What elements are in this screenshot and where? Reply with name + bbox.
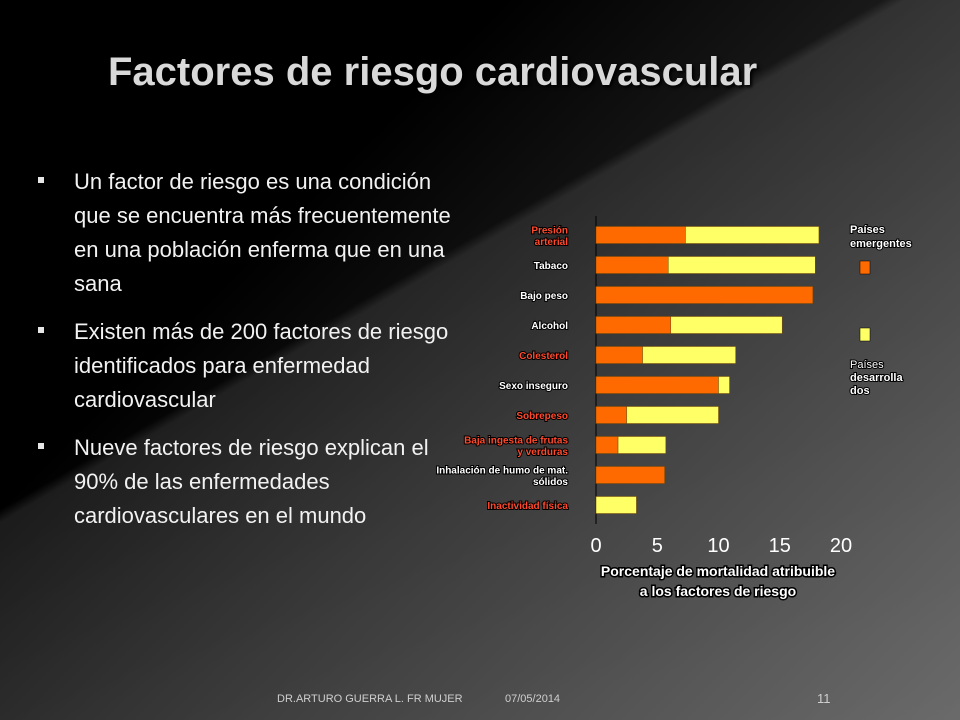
y-tick-label: Bajo peso [520, 291, 568, 302]
legend-swatch-emerging [859, 260, 871, 275]
bar-emerging [595, 316, 671, 334]
bar-emerging [595, 436, 619, 454]
y-tick-label: sólidos [533, 477, 568, 488]
legend-label: desarrolla [850, 372, 903, 384]
legend-label: dos [850, 385, 870, 397]
square-bullet-icon [38, 443, 44, 449]
y-tick-label: Inhalación de humo de mat. [436, 465, 568, 476]
y-tick-label: Sexo inseguro [499, 381, 568, 392]
slide-title: Factores de riesgo cardiovascular [108, 50, 758, 94]
bullet-text: Nueve factores de riesgo explican el 90%… [74, 435, 429, 528]
bar-emerging [595, 286, 814, 304]
bar-developed [626, 406, 719, 424]
y-tick-label: y verduras [517, 447, 568, 458]
legend-label: emergentes [850, 238, 912, 250]
bar-emerging [595, 406, 627, 424]
y-tick-label: Inactividad física [487, 501, 568, 512]
bullet-list: Un factor de riesgo es una condición que… [38, 165, 458, 547]
y-tick-label: Tabaco [534, 261, 568, 272]
bullet-text: Existen más de 200 factores de riesgo id… [74, 319, 449, 412]
x-tick-label: 10 [707, 535, 729, 557]
bar-emerging [595, 256, 669, 274]
square-bullet-icon [38, 177, 44, 183]
y-tick-label: Colesterol [519, 351, 568, 362]
x-tick-label: 20 [830, 535, 852, 557]
y-tick-label: Baja ingesta de frutas [464, 435, 568, 446]
x-tick-label: 0 [590, 535, 601, 557]
y-tick-label: Presión [531, 225, 568, 236]
y-tick-label: arterial [535, 237, 569, 248]
bar-emerging [595, 226, 686, 244]
bar-emerging [595, 346, 643, 364]
x-tick-label: 15 [769, 535, 791, 557]
square-bullet-icon [38, 327, 44, 333]
bar-developed [670, 316, 783, 334]
bullet-item: Nueve factores de riesgo explican el 90%… [38, 431, 458, 533]
x-axis-label: a los factores de riesgo [640, 583, 796, 599]
x-axis-label: Porcentaje de mortalidad atribuible [601, 563, 835, 579]
legend-label: Países [850, 359, 884, 371]
footer-author: DR.ARTURO GUERRA L. FR MUJER [277, 693, 463, 705]
y-tick-label: Sobrepeso [516, 411, 568, 422]
bullet-item: Existen más de 200 factores de riesgo id… [38, 315, 458, 417]
bar-developed [595, 496, 637, 514]
y-tick-label: Alcohol [531, 321, 568, 332]
bar-developed [668, 256, 816, 274]
footer-date: 07/05/2014 [505, 693, 561, 705]
x-tick-label: 5 [652, 535, 663, 557]
bar-developed [685, 226, 820, 244]
bullet-item: Un factor de riesgo es una condición que… [38, 165, 458, 301]
bar-developed [642, 346, 736, 364]
footer-page-number: 11 [817, 691, 831, 706]
bar-developed [617, 436, 667, 454]
bar-emerging [595, 466, 665, 484]
bar-emerging [595, 376, 719, 394]
legend-label: Países [850, 224, 885, 236]
bar-developed [718, 376, 730, 394]
legend-swatch-developed [859, 327, 871, 342]
bullet-text: Un factor de riesgo es una condición que… [74, 169, 451, 296]
